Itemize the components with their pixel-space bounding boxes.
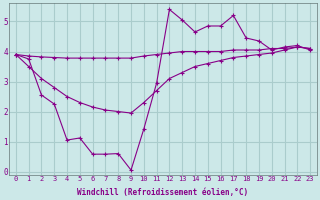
X-axis label: Windchill (Refroidissement éolien,°C): Windchill (Refroidissement éolien,°C) [77, 188, 249, 197]
